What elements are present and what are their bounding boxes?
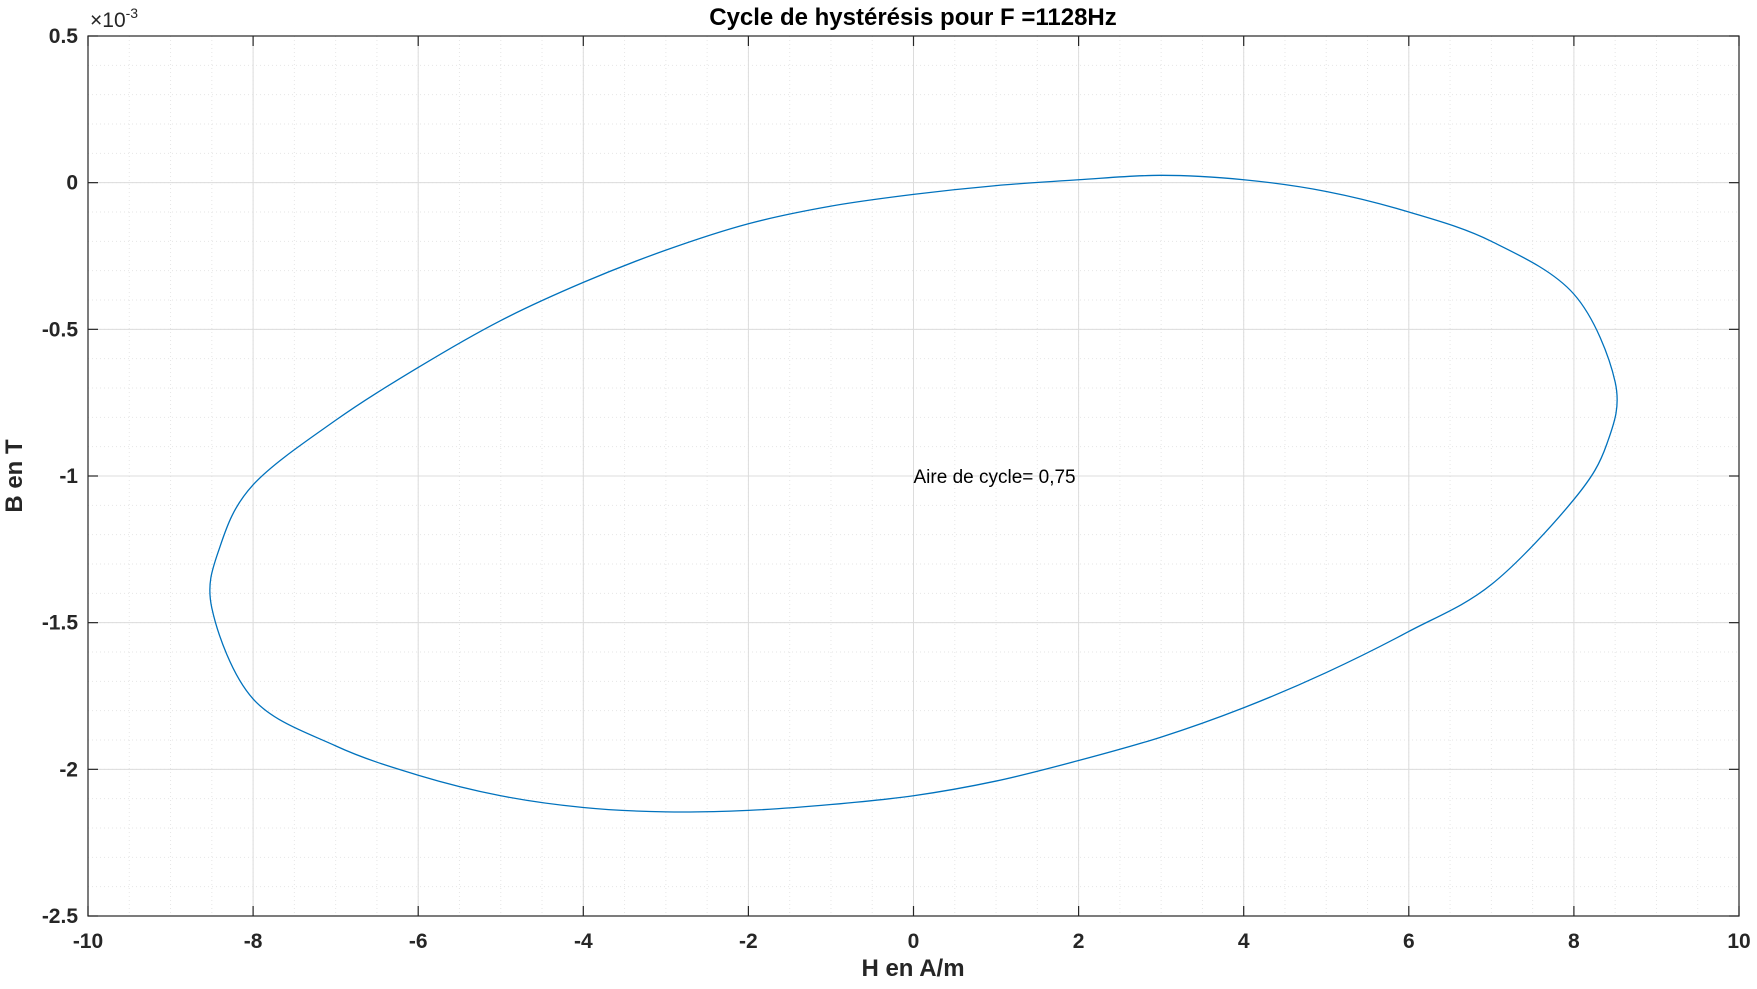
y-tick-label: -1 [59,465,78,488]
y-exponent-label: ×10-3 [90,5,138,32]
x-tick-label: 2 [1073,930,1085,953]
hysteresis-curve [209,174,1618,813]
y-tick-label: 0 [66,172,78,195]
y-axis-label: B en T [1,439,28,513]
x-tick-label: 0 [908,930,920,953]
x-tick-label: 8 [1568,930,1580,953]
y-tick-labels: 0.5 0 -0.5 -1 -1.5 -2 -2.5 [42,25,79,928]
y-tick-label: -2.5 [42,905,79,928]
y-tick-label: 0.5 [49,25,79,48]
plot-area: Aire de cycle= 0,75 [209,174,1618,813]
cycle-area-annotation: Aire de cycle= 0,75 [914,467,1076,488]
ticks [87,35,1740,917]
x-tick-label: 4 [1238,930,1250,953]
y-tick-label: -0.5 [42,318,79,341]
x-tick-label: -8 [244,930,263,953]
y-exponent-power: -3 [126,5,139,21]
x-tick-label: -6 [409,930,428,953]
x-tick-label: -10 [73,930,103,953]
y-exponent-base: ×10 [90,9,126,32]
x-tick-label: -2 [739,930,758,953]
y-tick-label: -2 [59,758,78,781]
x-tick-label: 10 [1727,930,1750,953]
y-tick-label: -1.5 [42,612,79,635]
x-axis-label: H en A/m [861,955,964,982]
x-tick-labels: -10 -8 -6 -4 -2 0 2 4 6 8 10 [73,930,1751,953]
x-tick-label: -4 [574,930,593,953]
x-tick-label: 6 [1403,930,1415,953]
chart-title: Cycle de hystérésis pour F =1128Hz [709,4,1117,31]
